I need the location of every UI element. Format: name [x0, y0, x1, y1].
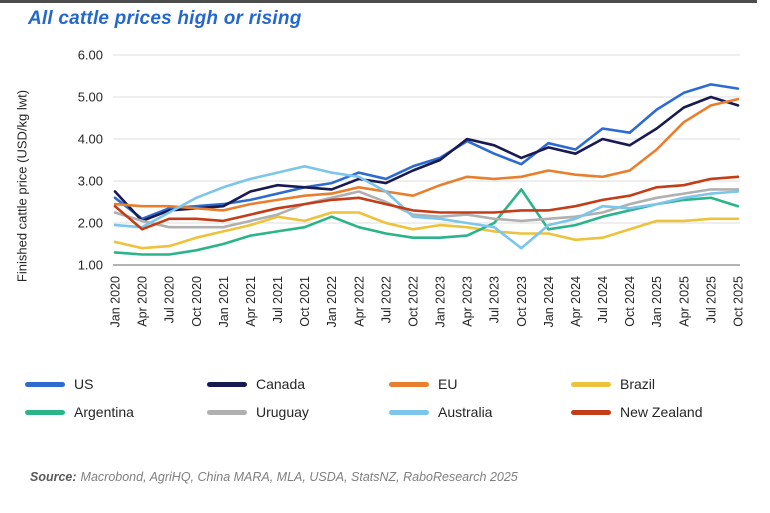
y-tick-label: 4.00 [78, 132, 103, 147]
x-tick-label: Jan 2023 [434, 276, 448, 327]
source-label: Source: [30, 470, 77, 484]
x-tick-label: Oct 2024 [623, 276, 637, 327]
argentina-line-swatch [25, 409, 65, 415]
legend-item-uruguay: Uruguay [207, 404, 389, 420]
top-border [0, 0, 757, 3]
legend-item-canada: Canada [207, 376, 389, 392]
chart-legend: US Canada EU Brazil Argentina Uruguay Au… [25, 370, 770, 426]
legend-label: Argentina [74, 404, 134, 420]
x-tick-label: Jul 2021 [271, 276, 285, 323]
series-line-uruguay [113, 188, 740, 229]
x-tick-label: Jan 2024 [542, 276, 556, 327]
series-line-eu [113, 97, 740, 212]
x-tick-label: Apr 2021 [244, 276, 258, 327]
series-line-argentina [113, 188, 740, 256]
x-tick-label: Jan 2022 [325, 276, 339, 327]
y-tick-label: 5.00 [78, 90, 103, 105]
legend-item-argentina: Argentina [25, 404, 207, 420]
series-line-us [113, 83, 740, 221]
source-line: Source: Macrobond, AgriHQ, China MARA, ML… [30, 470, 518, 484]
y-tick-label: 1.00 [78, 258, 103, 273]
brazil-line-swatch [571, 381, 611, 387]
legend-label: Canada [256, 376, 306, 392]
x-tick-label: Jul 2022 [379, 276, 393, 323]
x-tick-label: Apr 2025 [677, 276, 691, 327]
x-tick-label: Oct 2022 [406, 276, 420, 327]
x-tick-label: Apr 2023 [461, 276, 475, 327]
legend-item-australia: Australia [389, 404, 571, 420]
australia-line-swatch [389, 409, 429, 415]
us-line-swatch [25, 381, 65, 387]
legend-label: EU [438, 376, 458, 392]
x-tick-label: Apr 2020 [136, 276, 150, 327]
series-line-australia [113, 165, 740, 250]
x-tick-label: Jul 2023 [488, 276, 502, 323]
x-tick-label: Apr 2024 [569, 276, 583, 327]
legend-label: New Zealand [620, 404, 703, 420]
legend-label: US [74, 376, 94, 392]
y-tick-label: 6.00 [78, 48, 103, 63]
legend-item-brazil: Brazil [571, 376, 770, 392]
legend-item-new-zealand: New Zealand [571, 404, 770, 420]
series-line-new-zealand [113, 175, 740, 231]
legend-item-us: US [25, 376, 207, 392]
series-line-canada [113, 95, 740, 223]
x-tick-label: Jan 2025 [650, 276, 664, 327]
canada-line-swatch [207, 381, 247, 387]
x-tick-label: Jul 2024 [596, 276, 610, 323]
source-text: Macrobond, AgriHQ, China MARA, MLA, USDA… [80, 470, 518, 484]
x-tick-label: Jul 2020 [163, 276, 177, 323]
x-tick-label: Oct 2020 [190, 276, 204, 327]
x-tick-label: Jan 2021 [217, 276, 231, 327]
new-zealand-line-swatch [571, 409, 611, 415]
uruguay-line-swatch [207, 409, 247, 415]
y-tick-label: 3.00 [78, 174, 103, 189]
y-tick-label: 2.00 [78, 216, 103, 231]
series-line-brazil [113, 211, 740, 250]
legend-label: Uruguay [256, 404, 309, 420]
x-tick-label: Oct 2025 [732, 276, 746, 327]
x-tick-label: Apr 2022 [352, 276, 366, 327]
page-title: All cattle prices high or rising [28, 8, 302, 29]
x-tick-label: Jan 2020 [109, 276, 123, 327]
legend-label: Brazil [620, 376, 656, 392]
x-tick-label: Jul 2025 [704, 276, 718, 323]
x-tick-label: Oct 2023 [515, 276, 529, 327]
legend-label: Australia [438, 404, 493, 420]
legend-item-eu: EU [389, 376, 571, 392]
line-chart: 6.00 5.00 4.00 3.00 2.00 1.00 Jan 2020 Apr 2020… [78, 48, 746, 328]
x-tick-label: Oct 2021 [298, 276, 312, 327]
eu-line-swatch [389, 381, 429, 387]
